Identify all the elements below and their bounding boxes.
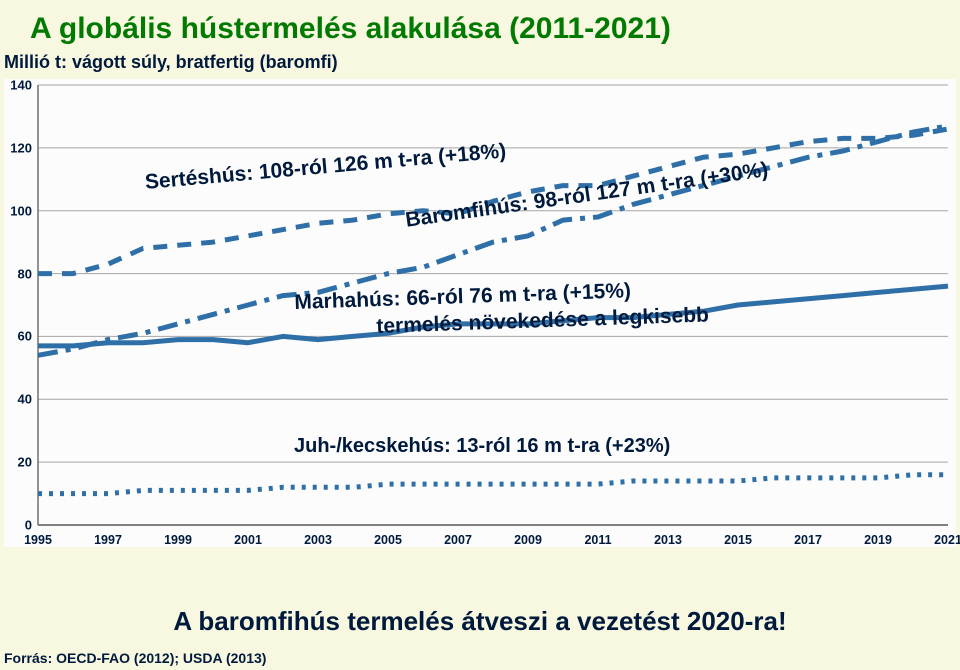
x-axis-tick: 1999 (164, 533, 192, 547)
x-axis-tick: 2011 (584, 533, 611, 547)
y-axis-tick: 40 (4, 392, 32, 407)
x-axis-tick: 2015 (724, 533, 752, 547)
series-Juh-/kecskehús (38, 475, 948, 494)
y-axis-tick: 0 (4, 518, 32, 533)
source-text: Forrás: OECD-FAO (2012); USDA (2013) (4, 650, 266, 666)
y-axis-tick: 140 (4, 78, 32, 93)
x-axis-tick: 2021 (934, 533, 960, 547)
x-axis-tick: 2013 (654, 533, 682, 547)
chart-title: A globális hústermelés alakulása (2011-2… (0, 0, 960, 52)
x-axis-tick: 2005 (374, 533, 402, 547)
chart-area: Sertéshús: 108-ról 126 m t-ra (+18%) Bar… (4, 79, 956, 547)
x-axis-tick: 1995 (24, 533, 52, 547)
x-axis-tick: 1997 (94, 533, 122, 547)
y-axis-tick: 80 (4, 266, 32, 281)
x-axis-tick: 2003 (304, 533, 332, 547)
y-axis-tick: 100 (4, 203, 32, 218)
x-axis-tick: 2017 (794, 533, 822, 547)
x-axis-tick: 2019 (864, 533, 892, 547)
y-axis-tick: 60 (4, 329, 32, 344)
x-axis-tick: 2001 (234, 533, 262, 547)
x-axis-tick: 2009 (514, 533, 542, 547)
y-axis-tick: 20 (4, 455, 32, 470)
x-axis-tick: 2007 (444, 533, 472, 547)
chart-subtitle: Millió t: vágott súly, bratfertig (barom… (0, 52, 960, 79)
y-axis-tick: 120 (4, 140, 32, 155)
conclusion-text: A baromfihús termelés átveszi a vezetést… (0, 606, 960, 637)
annotation-sheep: Juh-/kecskehús: 13-ról 16 m t-ra (+23%) (294, 435, 670, 458)
